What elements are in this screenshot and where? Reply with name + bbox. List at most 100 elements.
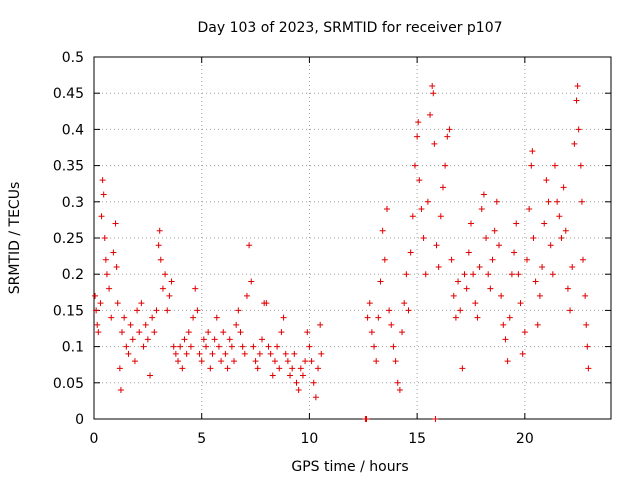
data-point: [569, 263, 576, 270]
data-point: [435, 263, 442, 270]
data-point: [157, 256, 164, 263]
data-point: [222, 350, 229, 357]
data-point: [149, 314, 156, 321]
data-point: [377, 278, 384, 285]
data-point: [196, 350, 203, 357]
data-point: [366, 300, 373, 307]
data-point: [211, 336, 218, 343]
data-point: [399, 329, 406, 336]
data-point: [233, 321, 240, 328]
data-point: [556, 213, 563, 220]
data-point: [274, 343, 281, 350]
data-point: [432, 416, 439, 422]
data-point: [459, 365, 466, 372]
data-point: [450, 292, 457, 299]
data-point: [295, 387, 302, 394]
data-point: [463, 285, 470, 292]
data-point: [267, 350, 274, 357]
data-point: [164, 307, 171, 314]
data-point: [125, 350, 132, 357]
data-point: [403, 271, 410, 278]
data-point: [444, 133, 451, 140]
data-point: [478, 206, 485, 213]
data-point: [430, 90, 437, 97]
data-point: [368, 329, 375, 336]
data-point: [500, 321, 507, 328]
data-point: [100, 191, 107, 198]
data-point: [521, 329, 528, 336]
data-point: [289, 365, 296, 372]
data-point: [162, 271, 169, 278]
data-point: [392, 358, 399, 365]
data-point: [579, 256, 586, 263]
data-point: [446, 126, 453, 133]
x-tick-label: 5: [197, 431, 206, 447]
data-point: [116, 365, 123, 372]
data-point: [92, 292, 99, 299]
data-point: [467, 220, 474, 227]
data-point: [226, 336, 233, 343]
data-point: [136, 329, 143, 336]
data-point: [511, 249, 518, 256]
data-point: [237, 329, 244, 336]
data-point: [99, 177, 106, 184]
data-point: [383, 206, 390, 213]
data-point: [485, 271, 492, 278]
data-point: [493, 198, 500, 205]
data-point: [106, 285, 113, 292]
data-point: [185, 329, 192, 336]
y-tick-label: 0.5: [62, 50, 84, 66]
data-point: [465, 249, 472, 256]
data-point: [534, 321, 541, 328]
data-point: [243, 292, 250, 299]
chart-title: Day 103 of 2023, SRMTID for receiver p10…: [197, 20, 502, 36]
data-point: [318, 350, 325, 357]
data-point: [455, 278, 462, 285]
data-point: [297, 365, 304, 372]
axis-ticks: [93, 56, 611, 420]
data-point: [409, 213, 416, 220]
data-point: [564, 285, 571, 292]
data-point: [407, 249, 414, 256]
data-point: [543, 177, 550, 184]
y-tick-label: 0.35: [53, 159, 84, 175]
y-tick-label: 0: [75, 412, 84, 428]
data-point: [429, 82, 436, 89]
data-point: [265, 343, 272, 350]
data-point: [153, 307, 160, 314]
data-point: [138, 300, 145, 307]
data-point: [508, 271, 515, 278]
data-point: [504, 358, 511, 365]
data-point: [151, 329, 158, 336]
data-point: [101, 235, 108, 241]
data-point: [541, 220, 548, 227]
y-axis-label: SRMTID / TECUs: [7, 182, 23, 295]
data-point: [284, 358, 291, 365]
data-point: [315, 365, 322, 372]
data-point: [98, 213, 105, 220]
data-point: [476, 263, 483, 270]
data-point: [187, 343, 194, 350]
data-point: [388, 321, 395, 328]
data-point: [416, 177, 423, 184]
data-point: [558, 235, 565, 241]
data-point: [121, 314, 128, 321]
data-point: [278, 329, 285, 336]
data-point: [317, 321, 324, 328]
data-point: [519, 350, 526, 357]
data-point: [310, 379, 317, 386]
data-point: [381, 256, 388, 263]
data-point: [93, 307, 100, 314]
data-point: [252, 358, 259, 365]
data-point: [532, 278, 539, 285]
data-point: [575, 126, 582, 133]
data-point: [530, 235, 537, 241]
x-axis-label: GPS time / hours: [291, 459, 408, 475]
data-point: [282, 350, 289, 357]
data-point: [472, 300, 479, 307]
data-point: [427, 111, 434, 118]
data-point: [254, 365, 261, 372]
x-tick-labels: 0 5 10 15 20: [90, 431, 534, 447]
data-point: [529, 148, 536, 155]
